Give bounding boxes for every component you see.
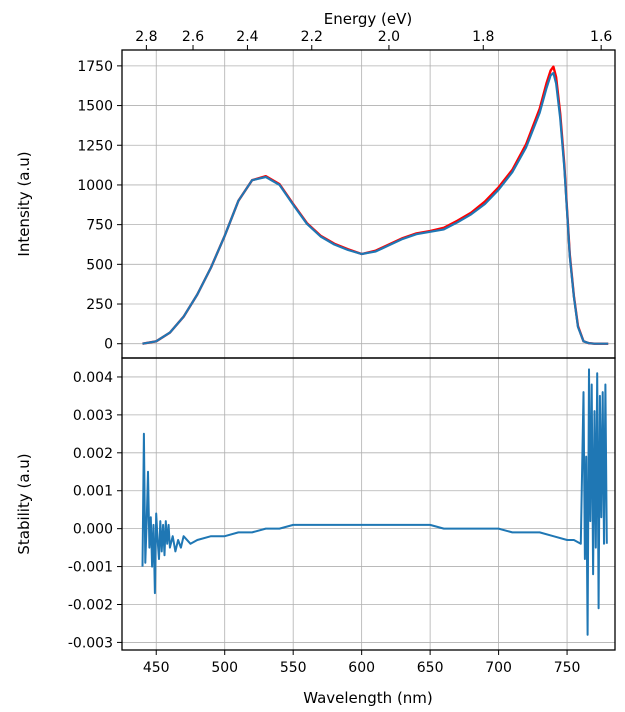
intensity-ytick-label-3: 750 — [86, 218, 113, 234]
energy-tick-label-4: 2.0 — [378, 29, 400, 45]
stability-grid — [122, 358, 615, 650]
stability-ytick-label-2: -0.001 — [68, 560, 113, 576]
intensity-series-line-1 — [142, 71, 609, 345]
stability-axis-title: Stability (a.u) — [15, 453, 33, 554]
stability-ytick-label-7: 0.004 — [73, 370, 113, 386]
wavelength-tick-label-6: 750 — [554, 660, 581, 676]
energy-ticks: 2.8 2.6 2.4 2.2 2.0 1.8 1.6 — [135, 29, 612, 50]
stability-y-ticks: -0.003 -0.002 -0.001 0.000 0.001 0.002 0.003 0.… — [68, 370, 122, 651]
intensity-y-ticks: 0 250 500 750 1000 1250 1500 1750 — [77, 59, 122, 353]
intensity-ytick-label-2: 500 — [86, 257, 113, 273]
stability-series-line-0 — [141, 368, 608, 636]
intensity-series — [142, 65, 609, 345]
intensity-ytick-label-7: 1750 — [77, 59, 113, 75]
energy-tick-label-1: 2.6 — [182, 29, 204, 45]
intensity-ytick-label-6: 1500 — [77, 99, 113, 115]
wavelength-tick-label-5: 700 — [485, 660, 512, 676]
stability-ytick-label-1: -0.002 — [68, 597, 113, 613]
energy-tick-label-2: 2.4 — [236, 29, 258, 45]
wavelength-tick-label-4: 650 — [417, 660, 444, 676]
wavelength-axis-title: Wavelength (nm) — [303, 689, 433, 707]
stability-series — [141, 368, 608, 636]
wavelength-tick-label-0: 450 — [143, 660, 170, 676]
intensity-axis-title: Intensity (a.u) — [15, 151, 33, 256]
energy-axis-title: Energy (eV) — [324, 10, 412, 28]
wavelength-tick-label-1: 500 — [211, 660, 238, 676]
intensity-frame — [121, 49, 616, 359]
wavelength-tick-label-2: 550 — [280, 660, 307, 676]
intensity-ytick-label-5: 1250 — [77, 138, 113, 154]
stability-ytick-label-0: -0.003 — [68, 635, 113, 651]
stability-ytick-label-4: 0.001 — [73, 484, 113, 500]
energy-tick-label-3: 2.2 — [301, 29, 323, 45]
energy-tick-label-5: 1.8 — [472, 29, 494, 45]
stability-ytick-label-3: 0.000 — [73, 522, 113, 538]
stability-ytick-label-6: 0.003 — [73, 408, 113, 424]
stability-panel: -0.003 -0.002 -0.001 0.000 0.001 0.002 0.003 0.… — [68, 358, 615, 676]
stability-ytick-label-5: 0.002 — [73, 446, 113, 462]
intensity-grid — [122, 50, 615, 358]
wavelength-tick-label-3: 600 — [348, 660, 375, 676]
intensity-ytick-label-0: 0 — [104, 337, 113, 353]
intensity-series-line-0 — [142, 65, 609, 345]
intensity-ytick-label-4: 1000 — [77, 178, 113, 194]
energy-tick-label-6: 1.6 — [590, 29, 612, 45]
intensity-ytick-label-1: 250 — [86, 297, 113, 313]
energy-tick-label-0: 2.8 — [135, 29, 157, 45]
wavelength-ticks: 450 500 550 600 650 700 750 — [143, 650, 581, 676]
stability-frame — [121, 357, 616, 651]
